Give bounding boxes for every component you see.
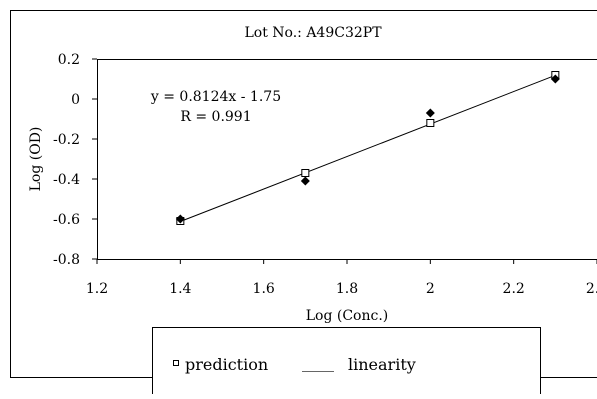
prediction-point	[302, 170, 309, 177]
y-tick-label: -0.8	[53, 252, 80, 268]
x-tick-label: 1.2	[86, 281, 108, 297]
x-tick-label: 2.4	[586, 281, 597, 297]
y-tick-label: -0.6	[53, 212, 80, 228]
legend-line-icon: ____	[302, 353, 334, 372]
y-tick-label: -0.4	[53, 172, 80, 188]
x-axis-label: Log (Conc.)	[306, 308, 389, 324]
y-tick-label: 0.2	[58, 52, 80, 68]
x-tick-label: 1.8	[336, 281, 358, 297]
chart-title: Lot No.: A49C32PT	[244, 25, 382, 41]
x-tick-label: 1.6	[253, 281, 275, 297]
x-tick-label: 2.2	[503, 281, 525, 297]
regression-r-value: R = 0.991	[180, 109, 251, 125]
chart-frame	[11, 11, 597, 378]
x-tick-label: 2	[426, 281, 435, 297]
y-tick-label: -0.2	[53, 132, 80, 148]
legend-item-prediction: prediction	[185, 355, 268, 374]
y-tick-label: 0	[71, 92, 80, 108]
x-tick-label: 1.4	[169, 281, 191, 297]
prediction-point	[427, 120, 434, 127]
measured-point	[426, 109, 435, 118]
measured-point	[301, 177, 310, 186]
y-axis-label: Log (OD)	[28, 127, 44, 192]
axis-ticks: 1.2 1.4 1.6 1.8 2 2.2 2.4 0.2 0 -0.2 -0.4 -0.6 -0.8	[53, 52, 597, 297]
legend-square-icon	[174, 361, 179, 366]
regression-equation: y = 0.8124x - 1.75	[150, 89, 281, 105]
legend-item-linearity: linearity	[348, 355, 416, 374]
